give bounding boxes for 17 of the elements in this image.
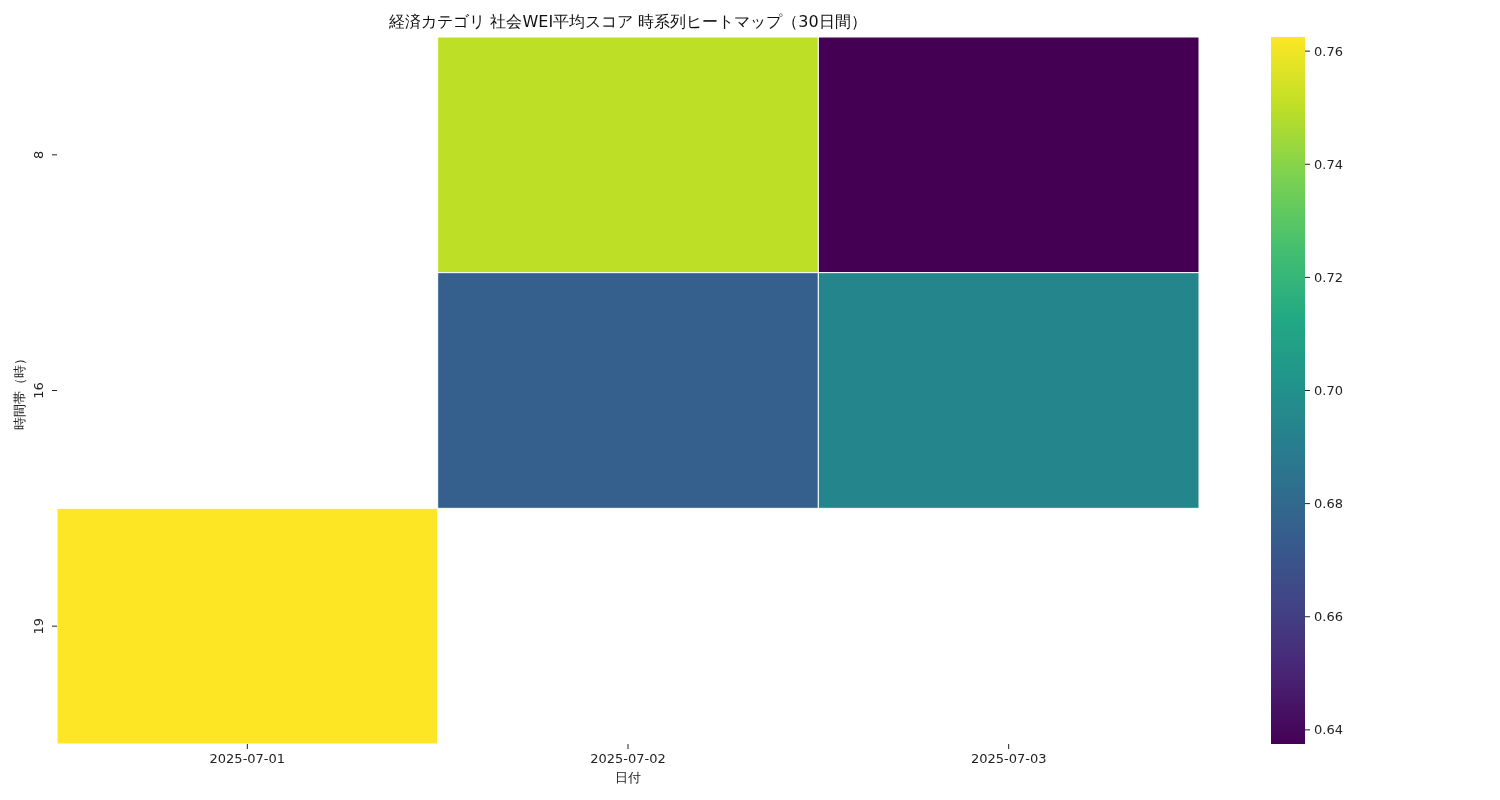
- color-bar-label: 0.72: [1314, 269, 1343, 285]
- x-tick-label: 2025-07-03: [970, 751, 1047, 766]
- color-bar-label: 0.66: [1314, 609, 1343, 625]
- color-bar-label: 0.74: [1314, 156, 1343, 172]
- color-bar-label: 0.64: [1314, 722, 1343, 738]
- chart-title: 経済カテゴリ 社会WEI平均スコア 時系列ヒートマップ（30日間）: [388, 12, 867, 31]
- color-bar-label: 0.76: [1314, 43, 1343, 59]
- x-axis-title: 日付: [615, 770, 641, 785]
- color-bar-label: 0.68: [1314, 496, 1343, 512]
- color-bar-label: 0.70: [1314, 383, 1343, 398]
- x-tick-label: 2025-07-02: [590, 751, 666, 766]
- x-tick-label: 2025-07-01: [209, 751, 286, 766]
- y-tick-label: 8: [31, 150, 46, 159]
- y-tick-label: 16: [31, 382, 46, 399]
- y-tick-label: 19: [31, 617, 46, 635]
- colorbar: 0.64 0.66 0.68 0.70 0.72 0.74 0.76: [1271, 37, 1343, 744]
- y-axis-title: 時間帯（時）: [12, 351, 27, 430]
